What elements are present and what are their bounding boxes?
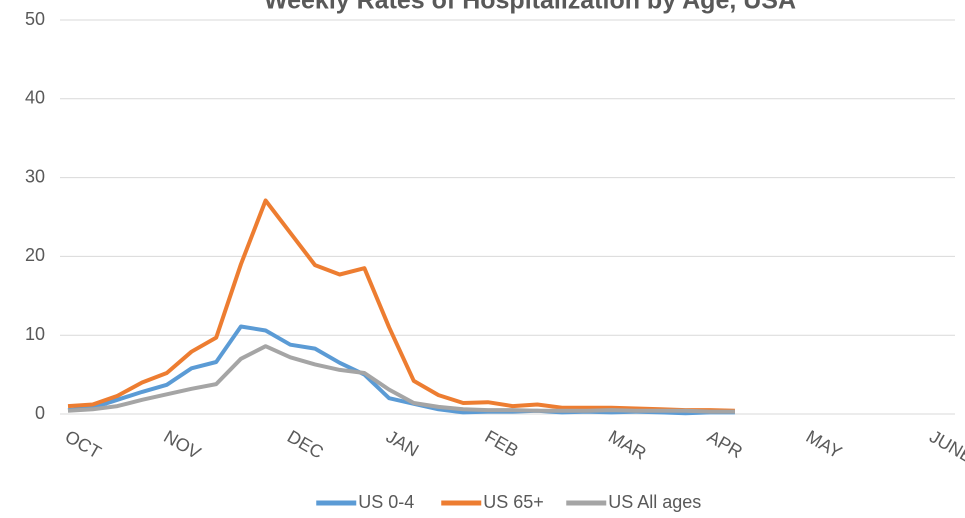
x-tick-label: NOV	[160, 426, 204, 463]
legend-item: US 65+	[441, 492, 544, 512]
y-tick-label: 50	[25, 9, 45, 29]
x-tick-label: MAY	[803, 426, 846, 462]
x-tick-label: OCT	[62, 426, 105, 462]
series-line	[67, 344, 735, 414]
y-tick-label: 40	[25, 88, 45, 108]
legend-label: US 65+	[483, 492, 544, 512]
x-tick-label: APR	[704, 426, 746, 462]
legend-item: US 0-4	[316, 492, 414, 512]
series-line	[67, 198, 735, 413]
legend-label: US All ages	[608, 492, 701, 512]
chart-title: Weekly Rates of Hospitalization by Age, …	[264, 0, 796, 15]
y-tick-label: 10	[25, 324, 45, 344]
legend-label: US 0-4	[358, 492, 414, 512]
x-tick-label: DEC	[284, 426, 327, 462]
legend-item: US All ages	[566, 492, 701, 512]
x-tick-label: JUNE	[926, 426, 965, 467]
x-tick-label: FEB	[482, 426, 522, 461]
y-tick-label: 30	[25, 166, 45, 186]
x-tick-label: MAR	[605, 426, 650, 463]
x-tick-label: JAN	[383, 426, 422, 460]
y-tick-label: 20	[25, 245, 45, 265]
y-tick-label: 0	[35, 403, 45, 423]
